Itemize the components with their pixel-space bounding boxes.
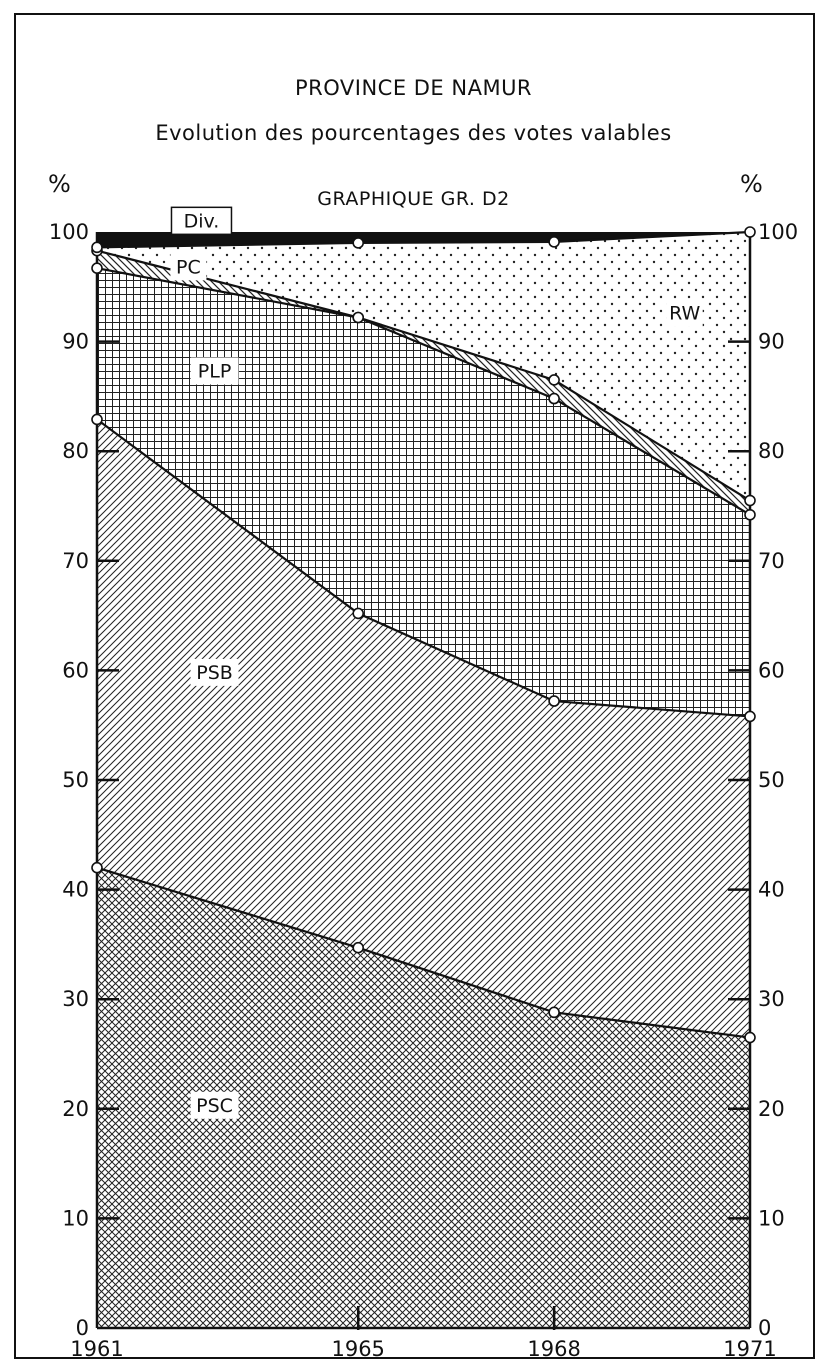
- data-point-pc: [352, 311, 365, 324]
- series-label-rw: RW: [669, 302, 700, 324]
- series-label-bg: [170, 253, 207, 281]
- y-tick-label-right: 60: [758, 658, 785, 682]
- data-point-plp: [548, 392, 560, 405]
- x-tick-label: 1971: [723, 1337, 776, 1361]
- data-point-psc: [548, 1006, 560, 1019]
- y-tick-label-right: 50: [758, 768, 785, 792]
- data-point-rw: [91, 241, 103, 254]
- y-tick-label-right: 80: [758, 439, 785, 463]
- data-point-psc: [352, 941, 365, 954]
- y-tick-label-left: 70: [62, 549, 89, 573]
- data-point-rw: [352, 237, 365, 249]
- boundary-line-psb: [96, 418, 751, 718]
- data-point-rw: [744, 226, 756, 238]
- series-label-bg: [666, 299, 703, 327]
- y-tick-label-left: 50: [62, 768, 89, 792]
- boundary-line-rw: [96, 230, 751, 249]
- data-point-psb: [548, 695, 560, 707]
- y-tick-label-right: 40: [758, 878, 785, 902]
- y-tick-label-left: 30: [62, 987, 89, 1011]
- area-rw: [97, 232, 750, 501]
- x-tick-label: 1968: [527, 1337, 580, 1361]
- series-label-bg: [170, 206, 233, 236]
- y-tick-label-left: 80: [62, 439, 89, 463]
- y-tick-label-right: 30: [758, 987, 785, 1011]
- x-tick-label: 1961: [70, 1337, 123, 1361]
- chart-title: PROVINCE DE NAMUR: [294, 76, 533, 100]
- data-point-psb: [352, 607, 365, 620]
- series-label-div: Div.: [184, 210, 220, 232]
- boundary-line-plp: [96, 267, 751, 516]
- boundary-lines: [96, 230, 751, 1039]
- area-plp: [97, 268, 750, 717]
- data-point-rw: [548, 236, 560, 248]
- data-markers: [91, 226, 756, 1044]
- boundary-line-psc: [96, 866, 751, 1039]
- series-label-plp: PLP: [198, 360, 232, 382]
- y-tick-label-right: 90: [758, 330, 785, 354]
- y-tick-label-left: 40: [62, 878, 89, 902]
- y-tick-label-left: 10: [62, 1206, 89, 1230]
- x-tick-label: 1965: [331, 1337, 384, 1361]
- data-point-pc: [548, 374, 560, 386]
- y-tick-label-right: 20: [758, 1097, 785, 1121]
- series-labels: PSC PSB PLP PC RW Div.: [170, 206, 703, 1119]
- data-point-psc: [91, 861, 103, 874]
- series-label-bg: [190, 357, 239, 385]
- series-label-bg: [190, 658, 239, 686]
- y-tick-label-right: 10: [758, 1206, 785, 1230]
- y-tick-label-left: 100: [49, 220, 89, 244]
- chart-subtitle: Evolution des pourcentages des votes val…: [155, 121, 672, 145]
- series-label-bg: [190, 1091, 239, 1119]
- y-tick-label-left: 60: [62, 658, 89, 682]
- y-tick-label-right: 70: [758, 549, 785, 573]
- area-pc: [97, 250, 750, 515]
- y-tick-label-right: 100: [758, 220, 798, 244]
- y-tick-label-left: 20: [62, 1097, 89, 1121]
- data-point-plp: [91, 262, 103, 274]
- data-point-plp: [744, 508, 756, 521]
- data-point-psb: [91, 413, 103, 426]
- data-point-psb: [744, 710, 756, 723]
- series-label-pc: PC: [176, 256, 201, 278]
- y-tick-label-right: 0: [758, 1316, 771, 1340]
- boundary-line-pc: [96, 249, 751, 502]
- data-point-psc: [744, 1031, 756, 1044]
- series-label-psc: PSC: [196, 1095, 233, 1117]
- series-label-psb: PSB: [196, 662, 233, 684]
- data-point-pc: [744, 494, 756, 507]
- y-axis-unit-left: %: [48, 170, 71, 198]
- area-psc: [97, 867, 750, 1328]
- y-tick-label-left: 0: [76, 1316, 89, 1340]
- y-tick-label-left: 90: [62, 330, 89, 354]
- y-axis-unit-right: %: [740, 170, 763, 198]
- area-psb: [97, 419, 750, 1038]
- area-layers: [97, 232, 750, 1328]
- chart-graph-id: GRAPHIQUE GR. D2: [317, 188, 510, 210]
